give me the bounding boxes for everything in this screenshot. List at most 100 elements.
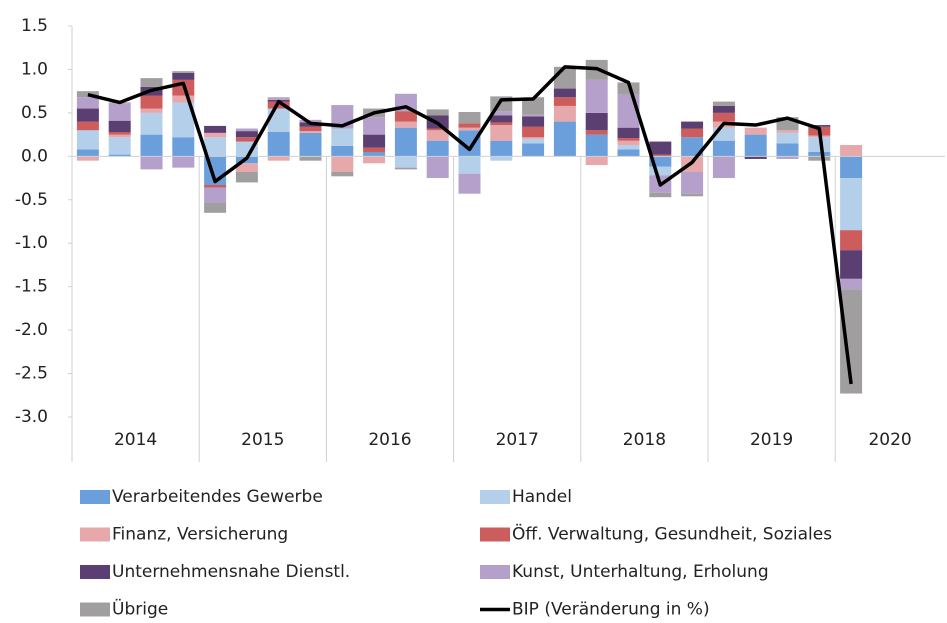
bar-segment: [363, 151, 386, 157]
bar-segment: [490, 125, 513, 141]
bar-segment: [681, 171, 704, 194]
bar-segment: [458, 130, 481, 157]
bar-segment: [172, 72, 195, 80]
year-label: 2016: [368, 430, 411, 450]
bar-segment: [108, 154, 131, 157]
bar-segment: [331, 145, 354, 157]
y-tick-label: -2.0: [15, 320, 48, 340]
bar-segment: [649, 154, 672, 157]
bar-segment: [299, 156, 322, 161]
bar-segment: [808, 156, 831, 161]
year-label: 2015: [241, 430, 284, 450]
legend-label: Verarbeitendes Gewerbe: [112, 487, 323, 507]
bar-segment: [649, 156, 672, 167]
bar-segment: [140, 108, 163, 113]
bar-segment: [299, 132, 322, 157]
year-label: 2014: [114, 430, 157, 450]
bar-segment: [331, 171, 354, 177]
bar-segment: [490, 111, 513, 116]
bar-segment: [108, 134, 131, 138]
bar-segment: [331, 128, 354, 146]
year-label: 2019: [750, 430, 793, 450]
bar-segment: [204, 187, 227, 203]
bar-segment: [490, 156, 513, 161]
y-tick-label: -0.5: [15, 190, 48, 210]
bar-segment: [712, 140, 735, 157]
bar-segment: [140, 112, 163, 135]
bar-segment: [363, 134, 386, 148]
bar-segment: [808, 125, 831, 127]
bar-segment: [172, 102, 195, 138]
legend-label: Öff. Verwaltung, Gesundheit, Soziales: [512, 523, 832, 545]
bar-segment: [299, 119, 322, 123]
bar-segment: [267, 97, 290, 100]
bar-segment: [490, 140, 513, 157]
y-tick-label: 1.0: [21, 59, 48, 79]
bar-segment: [840, 289, 863, 394]
bar-segment: [394, 111, 417, 122]
bar-segment: [235, 171, 258, 183]
bar-segment: [744, 134, 767, 157]
bar-segment: [458, 156, 481, 174]
y-tick-label: 1.5: [21, 16, 48, 36]
bar-segment: [76, 121, 99, 131]
bar-segment: [426, 128, 449, 131]
bar-segment: [76, 156, 99, 161]
bar-segment: [617, 127, 640, 139]
bar-segment: [204, 125, 227, 133]
legend-label: Handel: [512, 487, 572, 507]
bar-segment: [776, 156, 799, 159]
bar-segment: [712, 101, 735, 106]
bar-segment: [617, 140, 640, 146]
legend-swatch: [480, 490, 510, 504]
bar-segment: [712, 105, 735, 113]
y-tick-label: -3.0: [15, 407, 48, 427]
bar-segment: [490, 115, 513, 123]
bar-segment: [585, 130, 608, 135]
legend-swatch: [80, 490, 110, 504]
legend-label: Finanz, Versicherung: [112, 525, 288, 545]
y-tick-label: 0.5: [21, 103, 48, 123]
bar-segment: [840, 278, 863, 290]
bar-segment: [617, 138, 640, 141]
bar-segment: [522, 143, 545, 157]
bar-segment: [204, 202, 227, 213]
bar-segment: [617, 82, 640, 95]
bar-segment: [267, 132, 290, 157]
bar-segment: [331, 156, 354, 172]
bar-segment: [235, 131, 258, 138]
bar-segment: [649, 192, 672, 198]
legend-label: Kunst, Unterhaltung, Erholung: [512, 562, 769, 582]
bar-segment: [776, 143, 799, 157]
bar-segment: [458, 112, 481, 124]
bar-segment: [140, 134, 163, 157]
bar-segment: [235, 137, 258, 142]
bar-segment: [840, 145, 863, 157]
legend-swatch: [80, 602, 110, 617]
bar-segment: [522, 138, 545, 144]
bar-segment: [458, 173, 481, 194]
bar-segment: [108, 120, 131, 133]
bar-segment: [363, 147, 386, 152]
bar-segment: [235, 163, 258, 172]
bar-segment: [617, 145, 640, 150]
legend-swatch: [480, 527, 510, 542]
bar-segment: [394, 156, 417, 168]
bar-segment: [363, 156, 386, 164]
bar-segment: [776, 130, 799, 133]
bar-segment: [108, 132, 131, 135]
bar-segment: [522, 116, 545, 127]
legend-label: Übrige: [112, 598, 168, 620]
bar-segment: [840, 178, 863, 231]
line: [87, 65, 853, 385]
bar-segment: [681, 193, 704, 197]
bar-segment: [522, 114, 545, 117]
bar-segment: [172, 95, 195, 103]
bar-segment: [553, 66, 576, 89]
bar-segment: [840, 250, 863, 279]
bar-segment: [458, 127, 481, 131]
bar-segment: [617, 149, 640, 157]
bar-segment: [76, 97, 99, 109]
bar-segment: [808, 151, 831, 157]
